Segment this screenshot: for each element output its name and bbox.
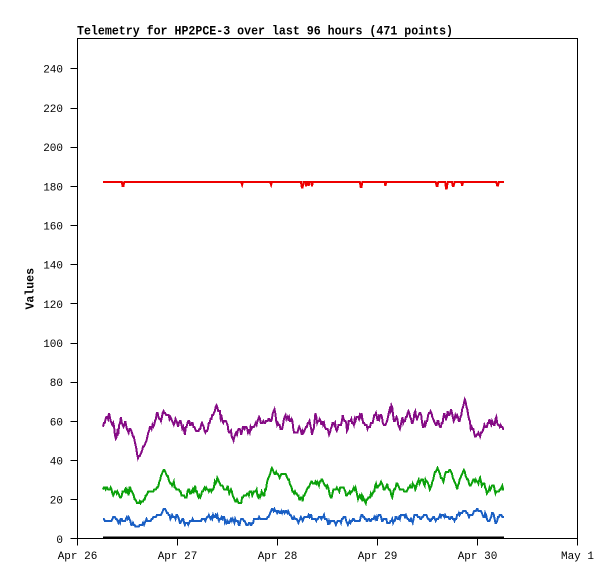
svg-text:Values: Values [24, 268, 38, 310]
svg-text:100: 100 [43, 339, 63, 351]
svg-text:Apr 26: Apr 26 [58, 551, 98, 563]
svg-text:0: 0 [56, 535, 63, 547]
svg-text:Telemetry for HP2PCE-3 over la: Telemetry for HP2PCE-3 over last 96 hour… [77, 24, 453, 39]
svg-text:140: 140 [43, 261, 63, 273]
svg-text:Apr 27: Apr 27 [158, 551, 198, 563]
svg-text:80: 80 [50, 378, 63, 390]
svg-text:220: 220 [43, 104, 63, 116]
svg-text:Apr 28: Apr 28 [258, 551, 298, 563]
svg-text:120: 120 [43, 300, 63, 312]
svg-text:180: 180 [43, 182, 63, 194]
svg-text:60: 60 [50, 417, 63, 429]
svg-text:160: 160 [43, 222, 63, 234]
svg-text:May 1: May 1 [561, 551, 594, 563]
svg-text:40: 40 [50, 457, 63, 469]
svg-text:Apr 29: Apr 29 [358, 551, 398, 563]
svg-text:200: 200 [43, 143, 63, 155]
svg-text:Apr 30: Apr 30 [458, 551, 498, 563]
svg-text:20: 20 [50, 496, 63, 508]
svg-text:240: 240 [43, 65, 63, 77]
